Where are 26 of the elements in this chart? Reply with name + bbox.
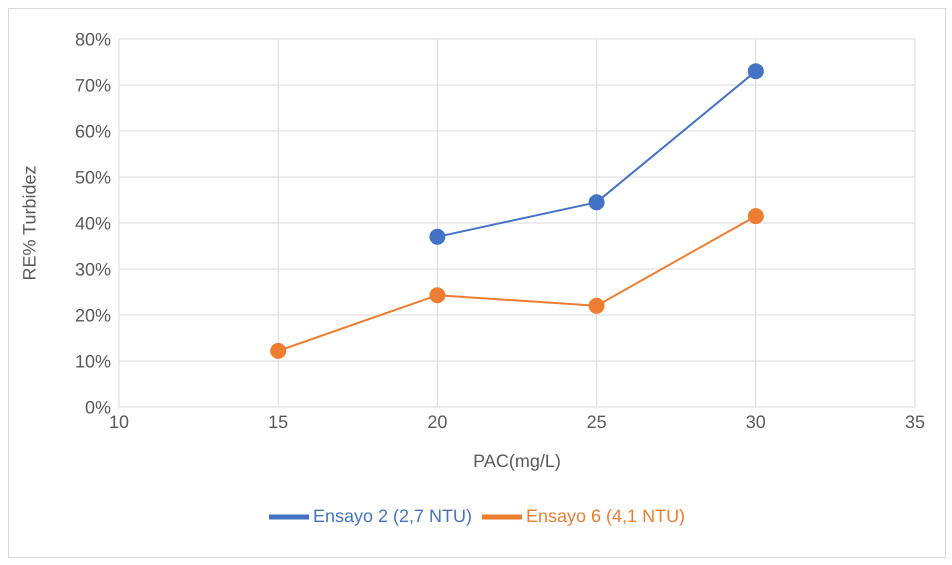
legend-label: Ensayo 6 (4,1 NTU)	[526, 506, 686, 526]
y-tick-label: 50%	[74, 167, 111, 188]
y-tick-label: 20%	[74, 305, 111, 326]
x-tick-label: 10	[108, 412, 130, 432]
y-tick-label: 40%	[74, 213, 111, 234]
point	[270, 342, 286, 359]
point	[429, 287, 446, 304]
y-axis-title: RE% Turbidez	[19, 165, 40, 281]
x-axis-title: PAC(mg/L)	[473, 451, 561, 471]
y-tick-label: 80%	[74, 29, 111, 50]
x-tick-label: 20	[427, 412, 448, 432]
y-tick-label: 30%	[74, 259, 111, 280]
point	[748, 208, 764, 224]
point	[588, 298, 605, 314]
y-tick-label: 70%	[74, 75, 111, 96]
x-tick-label: 30	[746, 412, 766, 432]
y-tick-label: 60%	[74, 121, 111, 142]
point	[588, 194, 605, 210]
x-tick-label: 15	[268, 412, 288, 432]
point	[748, 63, 764, 80]
point	[429, 228, 446, 245]
x-tick-label: 35	[904, 412, 926, 432]
y-tick-label: 10%	[74, 351, 111, 372]
legend-label: Ensayo 2 (2,7 NTU)	[312, 506, 472, 526]
y-tick-label: 0%	[84, 397, 111, 418]
x-tick-label: 25	[586, 412, 607, 432]
